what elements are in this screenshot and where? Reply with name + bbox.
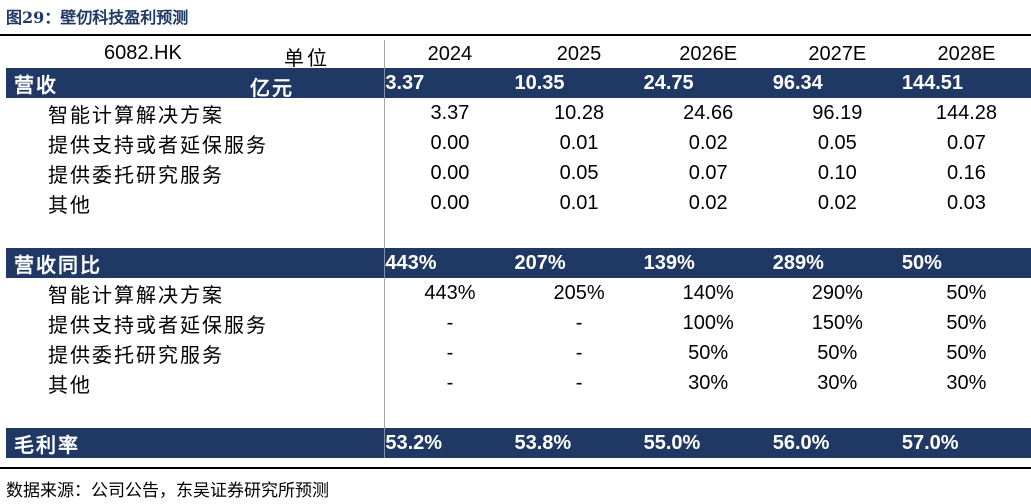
cell-value: 96.19 [812,101,863,124]
row-label: 智能计算解决方案 [6,278,386,308]
cell-value: 56.0% [772,428,902,458]
cell-value: 50% [946,281,987,304]
year-header: 2028E [937,42,996,65]
spacer-row [6,398,1031,428]
forecast-table: 6082.HK 单位 2024 2025 2026E 2027E 2028E 营… [6,40,1031,458]
cell-value: 0.16 [946,161,986,184]
top-rule [0,34,1031,36]
row-label: 毛利率 [6,428,386,458]
cell-value: 144.28 [935,101,998,124]
bottom-rule [0,467,1031,469]
row-label: 营收 [14,72,58,97]
row-label: 提供支持或者延保服务 [6,308,386,338]
cell-value: 150% [811,311,863,334]
row-label: 提供委托研究服务 [6,338,386,368]
cell-value: - [446,371,454,394]
table-row: 提供委托研究服务 - - 50% 50% 50% [6,338,1031,368]
table-row: 智能计算解决方案 443% 205% 140% 290% 50% [6,278,1031,308]
cell-value: 0.01 [559,191,599,214]
cell-value: 24.75 [643,68,773,98]
cell-value: - [575,341,583,364]
cell-value: 0.03 [946,191,986,214]
table-row: 提供委托研究服务 0.00 0.05 0.07 0.10 0.16 [6,158,1031,188]
table-row: 提供支持或者延保服务 0.00 0.01 0.02 0.05 0.07 [6,128,1031,158]
cell-value: - [575,371,583,394]
gross-margin-row: 毛利率 53.2% 53.8% 55.0% 56.0% 57.0% [6,428,1031,458]
cell-value: 30% [688,371,729,394]
cell-value: 53.2% [384,428,515,458]
row-label: 营收同比 [6,248,386,278]
cell-value: 290% [811,281,863,304]
cell-value: - [575,311,583,334]
cell-value: 289% [772,248,902,278]
cell-value: 10.35 [514,68,644,98]
year-header: 2024 [427,42,473,65]
cell-value: - [446,311,454,334]
table-row: 其他 0.00 0.01 0.02 0.02 0.03 [6,188,1031,218]
cell-value: 144.51 [901,68,1031,98]
table-row: 智能计算解决方案 3.37 10.28 24.66 96.19 144.28 [6,98,1031,128]
unit-value: 亿元 [250,76,294,100]
cell-value: 57.0% [901,428,1031,458]
cell-value: - [446,341,454,364]
figure-title: 图29：壁仞科技盈利预测 [6,8,189,27]
revenue-total-row: 营收 亿元 3.37 10.35 24.75 96.34 144.51 [6,68,1031,100]
cell-value: 443% [424,281,476,304]
header-row: 6082.HK 单位 2024 2025 2026E 2027E 2028E [6,40,1031,70]
year-header: 2027E [808,42,867,65]
cell-value: 140% [682,281,734,304]
cell-value: 0.00 [430,191,470,214]
cell-value: 0.02 [817,191,857,214]
cell-value: 0.05 [817,131,857,154]
cell-value: 0.05 [559,161,599,184]
year-header: 2026E [679,42,738,65]
cell-value: 3.37 [430,101,470,124]
row-label: 提供支持或者延保服务 [6,128,386,158]
spacer-row [6,218,1031,248]
cell-value: 53.8% [514,428,644,458]
cell-value: 55.0% [643,428,773,458]
cell-value: 100% [682,311,734,334]
cell-value: 96.34 [772,68,902,98]
table-row: 提供支持或者延保服务 - - 100% 150% 50% [6,308,1031,338]
unit-header: 单位 [284,46,330,70]
source-note: 数据来源：公司公告，东吴证券研究所预测 [6,481,329,501]
cell-value: 10.28 [554,101,605,124]
row-label: 智能计算解决方案 [6,98,386,128]
growth-total-row: 营收同比 443% 207% 139% 289% 50% [6,248,1031,278]
cell-value: 0.01 [559,131,599,154]
cell-value: 24.66 [683,101,734,124]
cell-value: 0.02 [688,131,728,154]
cell-value: 50% [817,341,858,364]
cell-value: 50% [901,248,1031,278]
year-header: 2025 [556,42,602,65]
cell-value: 0.00 [430,161,470,184]
cell-value: 0.02 [688,191,728,214]
cell-value: 139% [643,248,773,278]
cell-value: 0.10 [817,161,857,184]
cell-value: 3.37 [384,68,515,98]
cell-value: 443% [384,248,515,278]
ticker-label: 6082.HK [104,42,182,64]
cell-value: 30% [817,371,858,394]
cell-value: 30% [946,371,987,394]
cell-value: 50% [946,341,987,364]
cell-value: 0.07 [946,131,986,154]
row-label: 提供委托研究服务 [6,158,386,188]
cell-value: 205% [553,281,605,304]
table-row: 其他 - - 30% 30% 30% [6,368,1031,398]
cell-value: 0.00 [430,131,470,154]
cell-value: 0.07 [688,161,728,184]
row-label: 其他 [6,188,386,218]
row-label: 其他 [6,368,386,398]
cell-value: 50% [688,341,729,364]
cell-value: 207% [514,248,644,278]
cell-value: 50% [946,311,987,334]
